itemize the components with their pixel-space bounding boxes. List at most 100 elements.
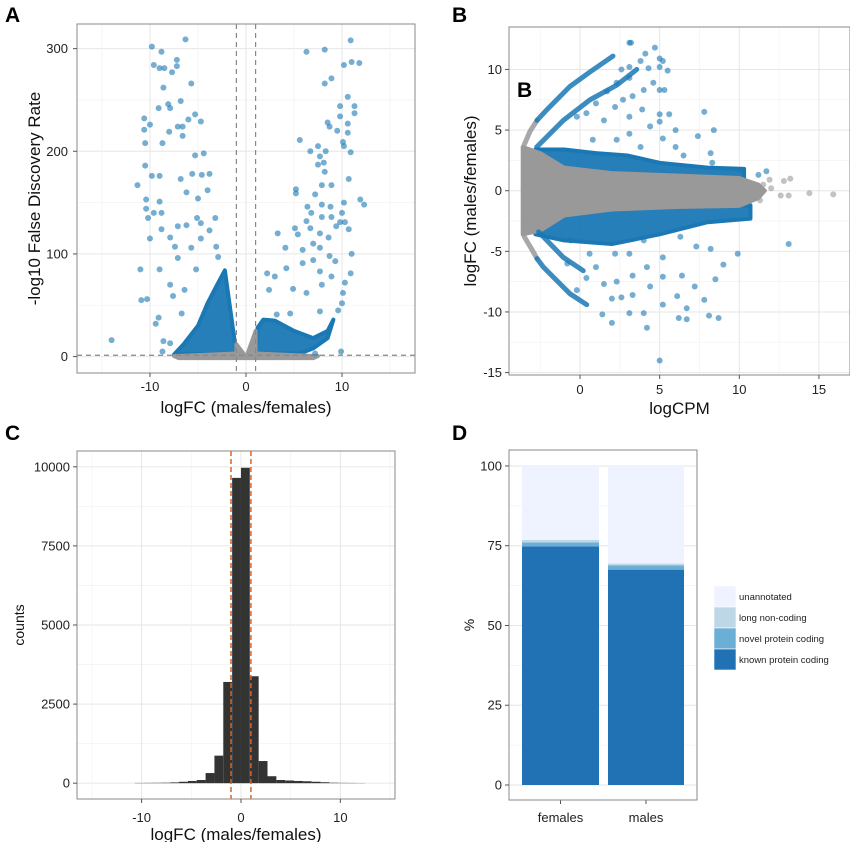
y-axis-title: -log10 False Discovery Rate — [25, 92, 44, 306]
point-significant — [344, 93, 351, 100]
point-significant — [142, 140, 149, 147]
point-significant — [339, 209, 346, 216]
point-significant — [292, 186, 299, 193]
point-significant — [637, 144, 644, 151]
point-significant — [715, 315, 722, 322]
point-significant — [651, 44, 658, 51]
stacked-bar-segment — [608, 569, 684, 786]
point-significant — [146, 235, 153, 242]
point-significant — [303, 48, 310, 55]
panel-label: D — [452, 422, 467, 445]
histogram-bar — [258, 761, 268, 784]
point-significant — [626, 64, 633, 71]
point-significant — [318, 213, 325, 220]
panel-c: C 0 2500 5000 7500 10000 -10 0 10 logFC (males/fe… — [5, 422, 396, 842]
point-significant — [626, 113, 633, 120]
point-significant — [108, 337, 115, 344]
point-significant — [318, 182, 325, 189]
y-tick-label: 300 — [46, 41, 68, 56]
point-significant — [564, 260, 571, 267]
legend-label: known protein coding — [739, 655, 829, 666]
point-significant — [620, 96, 627, 103]
point-significant — [361, 201, 368, 208]
point-significant — [341, 279, 348, 286]
y-tick-label: 100 — [46, 246, 68, 261]
point-significant — [583, 274, 590, 281]
panel-label: C — [5, 422, 20, 445]
point-significant — [194, 215, 201, 222]
point-significant — [341, 219, 348, 226]
point-significant — [672, 127, 679, 134]
point-nonsignificant — [777, 192, 784, 199]
point-significant — [204, 187, 211, 194]
point-significant — [677, 233, 684, 240]
point-significant — [680, 152, 687, 159]
point-nonsignificant — [785, 192, 792, 199]
stacked-bar-segment — [522, 546, 599, 786]
point-significant — [643, 264, 650, 271]
point-significant — [299, 246, 306, 253]
point-arc-sig — [536, 229, 586, 274]
legend-label: long non-coding — [739, 613, 807, 624]
x-tick-label: 10 — [732, 382, 746, 397]
point-significant — [148, 172, 155, 179]
point-significant — [626, 310, 633, 317]
point-significant — [206, 227, 213, 234]
point-significant — [159, 140, 166, 147]
point-significant — [351, 110, 358, 117]
point-significant — [600, 281, 607, 288]
point-significant — [179, 132, 186, 139]
histogram-bar — [223, 681, 233, 784]
x-axis-title: logFC (males/females) — [161, 398, 332, 417]
point-significant — [161, 65, 168, 72]
point-significant — [583, 110, 590, 117]
point-significant — [608, 295, 615, 302]
point-nonsignificant — [760, 181, 767, 188]
y-tick-label: 0 — [495, 183, 502, 198]
point-significant — [171, 243, 178, 250]
point-significant — [573, 287, 580, 294]
legend-swatch — [713, 585, 737, 608]
point-significant — [755, 171, 762, 178]
point-significant — [155, 314, 162, 321]
point-significant — [152, 320, 159, 327]
point-significant — [287, 310, 294, 317]
point-significant — [592, 264, 599, 271]
point-significant — [282, 244, 289, 251]
point-significant — [626, 74, 633, 81]
point-significant — [143, 196, 150, 203]
point-nonsignificant — [830, 191, 837, 198]
stacked-bar-segment — [608, 563, 684, 566]
point-significant — [659, 254, 666, 261]
dense-point-cloud-sig — [253, 317, 336, 356]
point-significant — [337, 103, 344, 110]
marks — [520, 39, 837, 364]
point-significant — [347, 37, 354, 44]
y-tick-label: 2500 — [41, 697, 70, 712]
point-significant — [322, 148, 329, 155]
point-significant — [640, 310, 647, 317]
legend-swatch — [713, 627, 737, 650]
point-significant — [640, 237, 647, 244]
point-significant — [304, 203, 311, 210]
point-significant — [335, 307, 342, 314]
point-significant — [710, 127, 717, 134]
point-significant — [345, 226, 352, 233]
histogram-bar — [170, 782, 180, 784]
point-significant — [156, 198, 163, 205]
point-significant — [340, 199, 347, 206]
point-significant — [137, 266, 144, 273]
category-label: males — [629, 810, 664, 825]
point-significant — [283, 265, 290, 272]
point-significant — [629, 291, 636, 298]
point-significant — [707, 245, 714, 252]
panel-b: B B -15 -10 -5 0 5 10 0 5 10 15 logCPM logFC (males/f… — [452, 4, 850, 418]
point-significant — [334, 127, 341, 134]
point-arc-nonsig — [521, 117, 540, 148]
point-significant — [326, 123, 333, 130]
x-tick-label: 10 — [333, 810, 347, 825]
point-significant — [174, 255, 181, 262]
y-tick-label: 75 — [488, 538, 502, 553]
inner-panel-label: B — [517, 79, 532, 102]
